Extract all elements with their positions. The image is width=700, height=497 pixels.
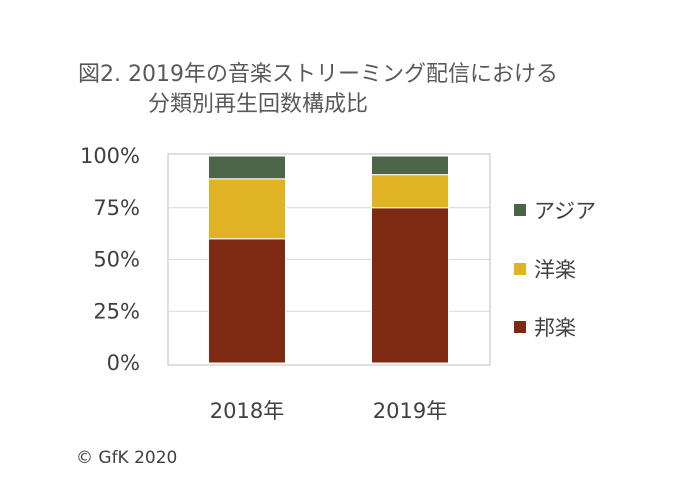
chart-title-line-1: 図2. 2019年の音楽ストリーミング配信における — [78, 62, 558, 87]
bar-segment-western — [208, 178, 286, 240]
legend-swatch-western — [514, 263, 526, 275]
legend-item-western: 洋楽 — [514, 256, 576, 282]
y-tick-label: 0% — [107, 351, 140, 375]
bar-segment-japanese — [371, 207, 449, 364]
copyright-credit: © GfK 2020 — [76, 448, 178, 468]
y-tick-label: 50% — [93, 248, 140, 272]
bar-segment-asia — [371, 155, 449, 176]
chart-title-line-2: 分類別再生回数構成比 — [148, 92, 369, 117]
legend-swatch-asia — [514, 204, 526, 216]
legend-label-western: 洋楽 — [534, 258, 576, 282]
bar-segment-asia — [208, 155, 286, 180]
bar-segment-japanese — [208, 238, 286, 364]
x-tick-label: 2019年 — [373, 399, 447, 423]
y-tick-label: 100% — [80, 144, 140, 168]
legend-item-japanese: 邦楽 — [514, 314, 576, 340]
x-tick-label: 2018年 — [210, 399, 284, 423]
y-tick-label: 75% — [93, 196, 140, 220]
bar-segment-western — [371, 174, 449, 209]
legend-label-asia: アジア — [534, 199, 597, 223]
legend-label-japanese: 邦楽 — [534, 316, 576, 340]
legend-item-asia: アジア — [514, 197, 596, 223]
legend-swatch-japanese — [514, 321, 526, 333]
y-tick-label: 25% — [93, 299, 140, 323]
